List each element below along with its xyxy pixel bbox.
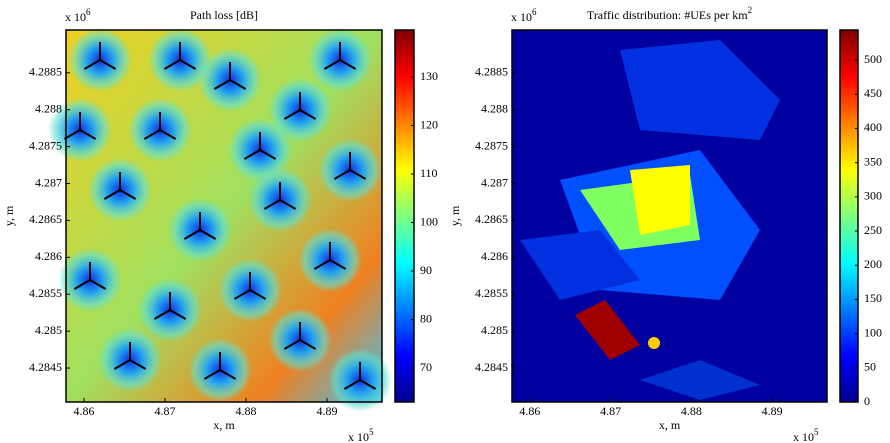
x-exponent-base: x 10 <box>793 430 814 443</box>
x-tick-label: 4.89 <box>762 404 783 418</box>
x-exponent: x 105 <box>348 427 374 443</box>
y-tick-label: 4.288 <box>35 101 62 115</box>
colorbar-tick-label: 400 <box>864 120 882 134</box>
y-tick-label: 4.2875 <box>29 138 62 152</box>
y-exponent-base: x 10 <box>511 10 532 24</box>
chart-title: Path loss [dB] <box>190 8 258 22</box>
colorbar-tick-label: 70 <box>420 360 432 374</box>
x-tick-label: 4.88 <box>235 404 256 418</box>
x-tick-label: 4.86 <box>73 404 94 418</box>
y-tick-label: 4.287 <box>481 175 508 189</box>
colorbar-tick-label: 250 <box>864 223 882 237</box>
y-exponent-power: 6 <box>532 7 537 17</box>
colorbar-tick-label: 50 <box>864 360 876 374</box>
y-tick-label: 4.2875 <box>475 138 508 152</box>
colorbar-tick-label: 110 <box>420 166 438 180</box>
colorbar-tick-label: 0 <box>864 394 870 408</box>
x-tick-label: 4.87 <box>600 404 621 418</box>
colorbar-tick-label: 450 <box>864 86 882 100</box>
x-axis-label: x, m <box>659 418 681 432</box>
y-tick-label: 4.2855 <box>29 286 62 300</box>
colorbar-tick-label: 100 <box>420 214 438 228</box>
y-tick-label: 4.2885 <box>29 65 62 79</box>
y-tick-label: 4.2865 <box>29 212 62 226</box>
colorbar-tick-label: 80 <box>420 311 432 325</box>
y-tick-label: 4.287 <box>35 175 62 189</box>
colorbar <box>840 30 858 402</box>
colorbar-tick-label: 150 <box>864 291 882 305</box>
y-axis-label: y, m <box>2 205 16 226</box>
heatmap-image <box>512 30 827 402</box>
y-tick-label: 4.286 <box>35 249 62 263</box>
x-exponent-base: x 10 <box>348 430 369 443</box>
title-text: Traffic distribution: #UEs per km <box>587 8 748 22</box>
x-exponent-power: 5 <box>369 427 374 437</box>
x-axis-label: x, m <box>213 418 235 432</box>
x-exponent-power: 5 <box>814 427 819 437</box>
y-tick-label: 4.2845 <box>29 360 62 374</box>
y-exponent: x 106 <box>65 7 91 24</box>
y-tick-label: 4.2885 <box>475 65 508 79</box>
x-tick-label: 4.89 <box>316 404 337 418</box>
x-tick-label: 4.88 <box>681 404 702 418</box>
figure: Path loss [dB] 4.86 4.87 4.88 4.89 4.2845 4.28… <box>0 0 890 443</box>
x-tick-label: 4.86 <box>519 404 540 418</box>
y-tick-label: 4.2865 <box>475 212 508 226</box>
title-power: 2 <box>748 5 753 15</box>
y-tick-label: 4.285 <box>35 323 62 337</box>
x-tick-label: 4.87 <box>154 404 175 418</box>
x-exponent: x 105 <box>793 427 819 443</box>
colorbar-tick-label: 120 <box>420 117 438 131</box>
y-tick-label: 4.286 <box>481 249 508 263</box>
y-tick-label: 4.2845 <box>475 360 508 374</box>
heatmap-image <box>48 28 392 412</box>
title-text: Path loss [dB] <box>190 8 258 22</box>
colorbar-tick-label: 100 <box>864 325 882 339</box>
colorbar-tick-label: 130 <box>420 69 438 83</box>
chart-title: Traffic distribution: #UEs per km2 <box>587 5 752 22</box>
y-exponent: x 106 <box>511 7 537 24</box>
colorbar-tick-label: 350 <box>864 154 882 168</box>
y-tick-label: 4.2855 <box>475 286 508 300</box>
colorbar-tick-label: 90 <box>420 263 432 277</box>
y-tick-label: 4.288 <box>481 101 508 115</box>
y-tick-label: 4.285 <box>481 323 508 337</box>
y-axis-label: y, m <box>448 205 462 226</box>
y-exponent-power: 6 <box>86 7 91 17</box>
y-exponent-base: x 10 <box>65 10 86 24</box>
colorbar-tick-label: 300 <box>864 189 882 203</box>
heatmap-region <box>630 165 690 235</box>
heatmap-spot <box>648 337 660 349</box>
colorbar-tick-label: 200 <box>864 257 882 271</box>
colorbar <box>395 30 414 402</box>
colorbar-tick-label: 500 <box>864 52 882 66</box>
